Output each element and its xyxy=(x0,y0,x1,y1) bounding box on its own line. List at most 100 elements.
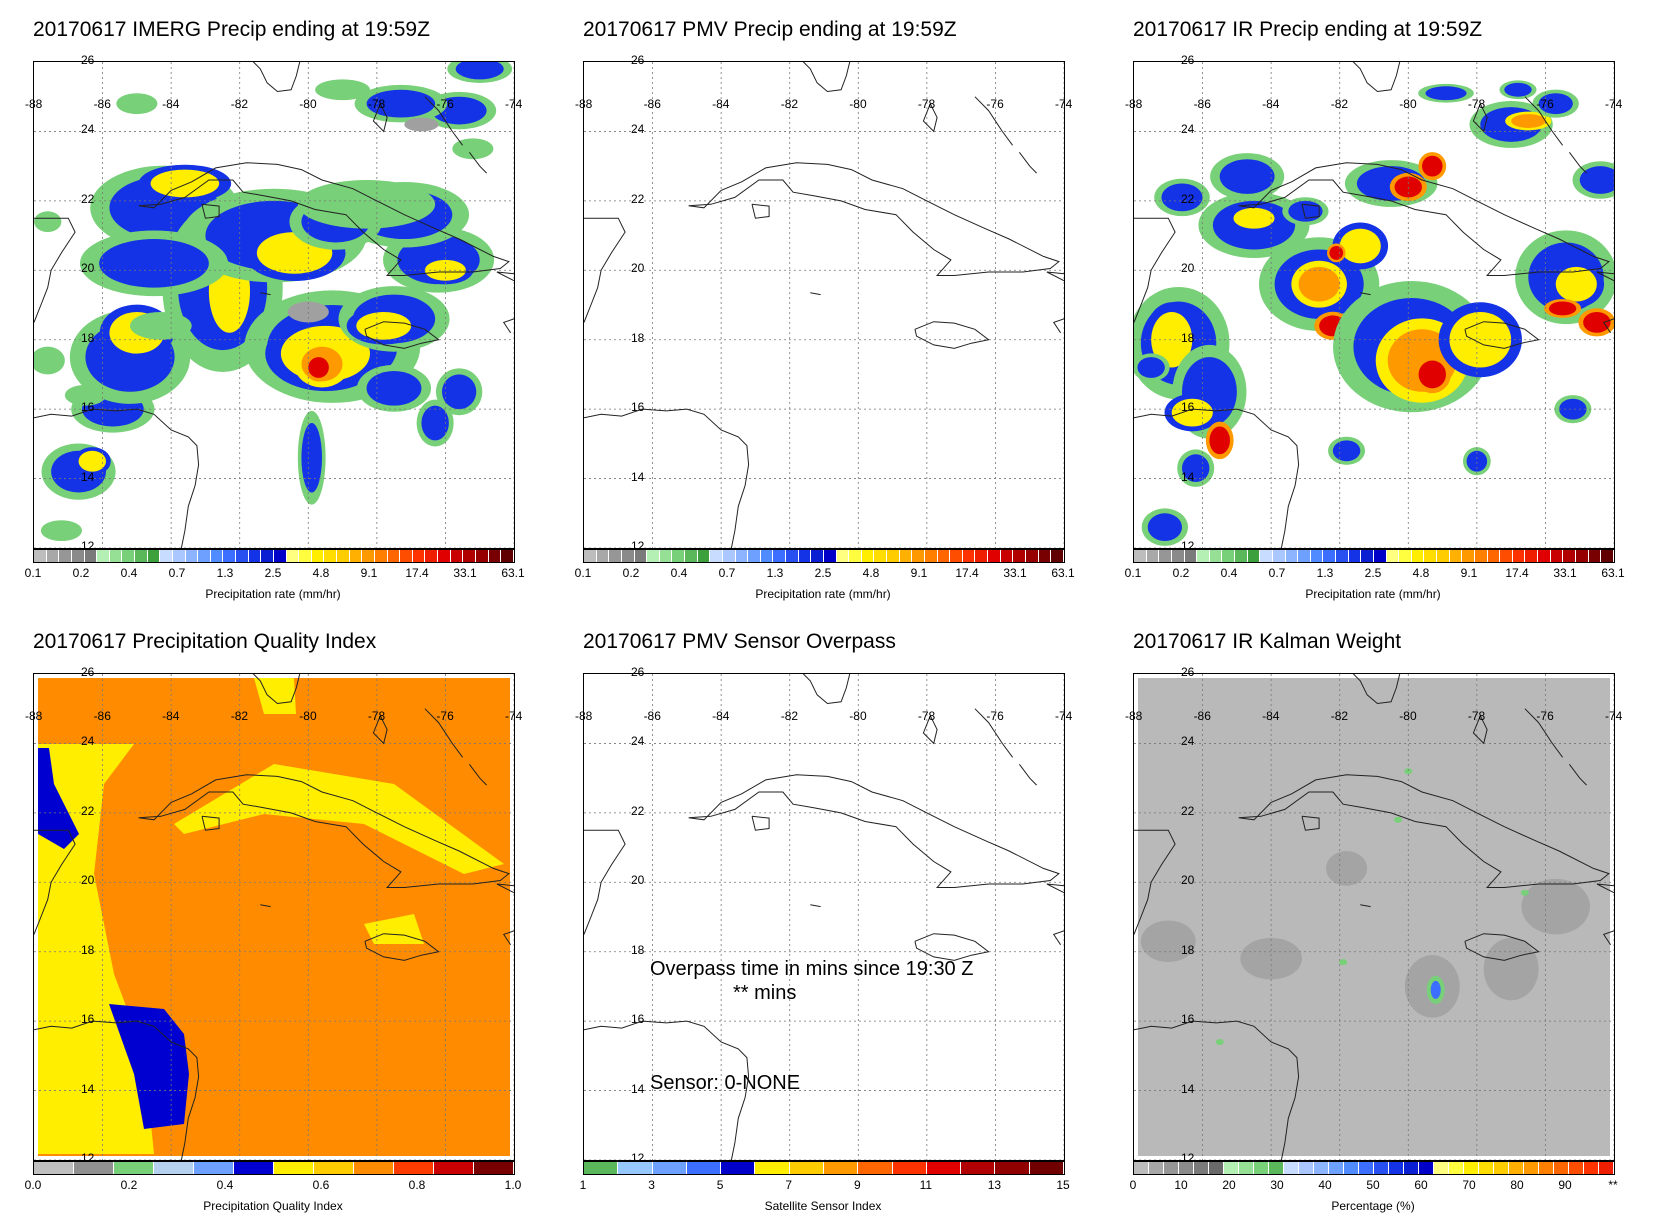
colorbar-swatch xyxy=(1029,1162,1064,1174)
colorbar-swatch xyxy=(1550,550,1564,562)
colorbar-swatch xyxy=(1235,550,1248,562)
colorbar-tick: 40 xyxy=(1318,1178,1332,1192)
coastline-cuba xyxy=(138,774,510,888)
colorbar-tick: 0.8 xyxy=(408,1178,426,1192)
map-canvas xyxy=(34,674,514,1160)
colorbar-tick: 0.4 xyxy=(216,1178,234,1192)
map-canvas xyxy=(1134,674,1614,1160)
colorbar-swatch xyxy=(647,550,660,562)
colorbar-swatch xyxy=(450,550,464,562)
colorbar-label: Precipitation rate (mm/hr) xyxy=(755,587,891,601)
kalman-spot xyxy=(1520,889,1529,896)
lat-label: 16 xyxy=(1181,1012,1195,1027)
colorbar-swatch xyxy=(463,550,476,562)
precip-blob xyxy=(315,79,371,101)
colorbar-swatch xyxy=(1184,550,1198,562)
colorbar-swatch xyxy=(672,550,685,562)
lon-label: -76 xyxy=(1536,709,1554,723)
lon-label: -74 xyxy=(1055,97,1073,111)
coastline-caymans xyxy=(1360,292,1371,296)
panel-pmv: 20170617 PMV Precip ending at 19:59Z -88 -… xyxy=(575,0,1103,610)
coastline-pines xyxy=(201,815,220,831)
colorbar-tick: 17.4 xyxy=(1505,566,1529,580)
colorbar-tick: 0.1 xyxy=(24,566,42,580)
precip-blob xyxy=(1418,360,1446,389)
colorbar-swatch xyxy=(1299,1162,1314,1174)
lon-label: -80 xyxy=(299,97,317,111)
colorbar-swatch xyxy=(1159,550,1172,562)
colorbar-swatch xyxy=(1348,550,1362,562)
colorbar-tick: 0.7 xyxy=(168,566,186,580)
lon-label: -80 xyxy=(849,97,867,111)
panel-overpass: 20170617 PMV Sensor Overpass -88 -86 -84 -82… xyxy=(575,612,1103,1222)
colorbar-swatch xyxy=(760,550,774,562)
lat-label: 16 xyxy=(631,1012,645,1027)
precip-blob xyxy=(1298,266,1340,302)
colorbar-swatch xyxy=(924,550,938,562)
colorbar-swatch xyxy=(261,550,274,562)
colorbar-swatch xyxy=(1588,550,1602,562)
colorbar-swatch xyxy=(1197,550,1210,562)
lon-label: -80 xyxy=(1399,97,1417,111)
colorbar-swatch xyxy=(823,1162,859,1174)
coastline-honduras xyxy=(584,408,750,548)
colorbar-swatch xyxy=(899,550,913,562)
coastline-hispaniola xyxy=(1596,883,1614,894)
map-frame xyxy=(1133,673,1615,1161)
colorbar-swatch xyxy=(773,550,786,562)
colorbar-label: Precipitation Quality Index xyxy=(203,1199,343,1213)
lon-label: -88 xyxy=(1125,709,1143,723)
colorbar-swatch xyxy=(337,550,350,562)
colorbar-swatch xyxy=(114,1162,154,1174)
colorbar-swatch xyxy=(434,1162,474,1174)
lat-label: 26 xyxy=(631,665,645,679)
colorbar-swatch xyxy=(160,550,173,562)
lon-label: -84 xyxy=(162,709,180,723)
coastline-pines xyxy=(1301,203,1320,219)
lat-label: 26 xyxy=(631,53,645,67)
colorbar-swatch xyxy=(735,550,749,562)
colorbar-swatch xyxy=(501,550,514,562)
colorbar-swatch xyxy=(1538,550,1551,562)
lon-label: -74 xyxy=(1605,97,1623,111)
colorbar-tick: 0.2 xyxy=(120,1178,138,1192)
coastline-honduras xyxy=(1134,1020,1300,1160)
colorbar-swatch xyxy=(1449,550,1463,562)
pqi-blue-region xyxy=(109,1004,189,1129)
precip-blob xyxy=(34,346,65,375)
colorbar-tick: 2.5 xyxy=(1364,566,1382,580)
colorbar-swatch xyxy=(314,1162,354,1174)
colorbar-swatch xyxy=(789,1162,824,1174)
colorbar-swatch xyxy=(1224,1162,1239,1174)
colorbar-swatch xyxy=(1374,1162,1389,1174)
colorbar-swatch xyxy=(798,550,812,562)
lat-label: 16 xyxy=(631,400,645,415)
colorbar-swatch xyxy=(84,550,98,562)
colorbar-swatch xyxy=(1462,550,1475,562)
lat-label: 16 xyxy=(81,1012,95,1027)
map-canvas xyxy=(34,62,514,548)
colorbar-tick: 63.1 xyxy=(1601,566,1625,580)
lon-label: -78 xyxy=(917,709,936,723)
coastline-pines xyxy=(1301,815,1320,831)
coastline-haiti_s xyxy=(502,930,514,946)
colorbar-tick: 7 xyxy=(785,1178,793,1192)
map-frame xyxy=(583,61,1065,549)
coastline-bahamas3 xyxy=(1018,764,1037,786)
precip-blob xyxy=(452,138,494,160)
lon-label: -82 xyxy=(230,709,249,723)
sensor-text: Sensor: 0-NONE xyxy=(650,1072,801,1094)
lon-label: -78 xyxy=(917,97,936,111)
colorbar-swatch xyxy=(248,550,262,562)
kalman-spot xyxy=(1404,768,1413,775)
coastline-pines xyxy=(201,203,220,219)
coastline-jamaica xyxy=(364,321,440,349)
map-frame xyxy=(33,673,515,1161)
coastline-honduras xyxy=(34,1020,200,1160)
coastline-honduras xyxy=(584,1020,750,1160)
colorbar-tick: 1.3 xyxy=(1316,566,1334,580)
colorbar-swatch xyxy=(349,550,363,562)
coastline-bahamas3 xyxy=(468,764,487,786)
colorbar-swatch xyxy=(858,1162,893,1174)
colorbar-swatch xyxy=(210,550,224,562)
